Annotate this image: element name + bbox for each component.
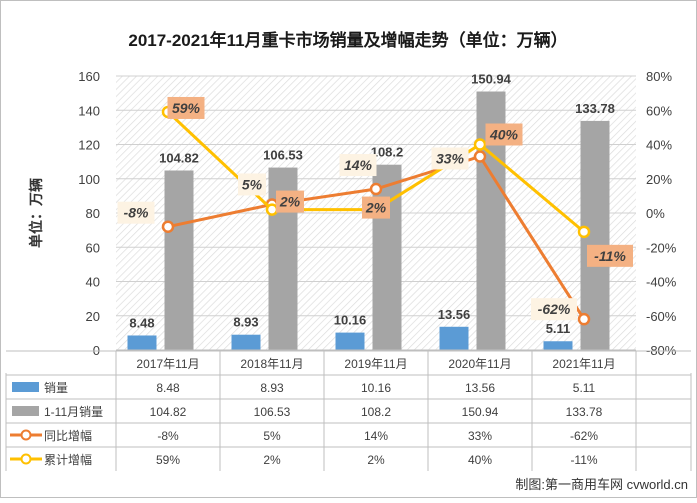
- table-cell: 13.56: [465, 381, 495, 395]
- legend-marker: [20, 429, 32, 441]
- line-label: -11%: [594, 248, 626, 264]
- y2-tick-label: -40%: [646, 275, 677, 290]
- line-marker: [577, 225, 591, 239]
- bar-monthly: [543, 341, 573, 350]
- y-tick-label: 40: [86, 275, 100, 290]
- chart-title: 2017-2021年11月重卡市场销量及增幅走势（单位：万辆）: [128, 30, 567, 50]
- legend-label: 同比增幅: [44, 428, 92, 443]
- y2-tick-label: -60%: [646, 309, 677, 324]
- bar-monthly: [439, 326, 469, 350]
- data-callout: [238, 173, 266, 196]
- line-label: 14%: [344, 157, 373, 173]
- line-marker: [473, 150, 487, 163]
- table-cell: 104.82: [150, 405, 187, 419]
- y-tick-label: 100: [78, 172, 100, 187]
- x-tick-label: 2019年11月: [344, 357, 407, 371]
- data-callout: [431, 147, 469, 170]
- table-cell: 108.2: [361, 405, 391, 419]
- bar-label: 150.94: [471, 72, 512, 87]
- legend-swatch: [12, 406, 39, 416]
- table-cell: 14%: [364, 429, 388, 443]
- bar-monthly: [231, 334, 261, 350]
- table-cell: 133.78: [566, 405, 603, 419]
- y-tick-label: 140: [78, 103, 100, 118]
- data-callout: [276, 190, 304, 213]
- table-cell: 40%: [468, 453, 492, 467]
- y2-tick-label: 20%: [646, 172, 672, 187]
- table-cell: 2%: [367, 453, 385, 467]
- table-cell: 106.53: [254, 405, 291, 419]
- data-callout: [485, 123, 523, 146]
- y-axis-title: 单位：万辆: [28, 178, 44, 248]
- line-label: 59%: [172, 100, 201, 116]
- line-label: 40%: [489, 127, 519, 143]
- y-tick-label: 80: [86, 206, 100, 221]
- data-callout: [587, 244, 633, 267]
- table-cell: 150.94: [462, 405, 499, 419]
- y-tick-label: 60: [86, 240, 100, 255]
- y2-tick-label: 0%: [646, 206, 665, 221]
- bar-monthly: [335, 332, 365, 350]
- bar-label: 106.53: [263, 148, 303, 163]
- table-cell: 8.48: [156, 381, 180, 395]
- table-cell: -8%: [157, 429, 179, 443]
- x-tick-label: 2020年11月: [448, 357, 511, 371]
- bar-ytd: [164, 170, 194, 350]
- line-marker: [369, 182, 383, 196]
- bar-label: 5.11: [546, 321, 571, 336]
- table-cell: 10.16: [361, 381, 391, 395]
- data-callout: [531, 298, 577, 321]
- table-cell: -62%: [570, 429, 598, 443]
- line-label: 33%: [436, 150, 465, 166]
- table-cell: 8.93: [260, 381, 284, 395]
- y-tick-label: 160: [78, 69, 100, 84]
- bar-label: 133.78: [575, 101, 615, 116]
- table-cell: 59%: [156, 453, 180, 467]
- data-callout: [167, 96, 205, 119]
- line-marker: [265, 203, 279, 216]
- line-label: -62%: [538, 301, 571, 317]
- legend-marker: [20, 453, 32, 465]
- x-tick-label: 2021年11月: [552, 357, 615, 371]
- legend-swatch: [12, 382, 39, 392]
- table-cell: 5.11: [573, 381, 596, 395]
- bar-monthly: [127, 335, 157, 350]
- line-marker: [577, 312, 591, 326]
- y-tick-label: 20: [86, 309, 100, 324]
- line-label: 2%: [365, 200, 387, 216]
- legend-label: 销量: [44, 381, 68, 395]
- line-marker: [473, 138, 487, 151]
- table-cell: 5%: [263, 429, 281, 443]
- footer-credit: 制图:第一商用车网 cvworld.cn: [515, 477, 688, 492]
- data-callout: [117, 201, 155, 224]
- bar-label: 8.93: [233, 315, 258, 330]
- legend-label: 1-11月销量: [44, 405, 103, 419]
- data-callout: [362, 196, 390, 219]
- y-tick-label: 120: [78, 138, 100, 153]
- bar-label: 10.16: [334, 313, 367, 328]
- bar-label: 104.82: [159, 150, 199, 165]
- table-cell: -11%: [570, 453, 597, 467]
- x-tick-label: 2017年11月: [136, 357, 199, 371]
- bar-label: 108.2: [371, 145, 404, 160]
- y2-tick-label: -20%: [646, 240, 677, 255]
- y2-tick-label: 60%: [646, 103, 672, 118]
- y2-tick-label: 40%: [646, 138, 672, 153]
- legend-label: 累计增幅: [44, 452, 92, 467]
- bar-label: 8.48: [129, 315, 154, 330]
- bar-label: 13.56: [438, 307, 471, 322]
- line-label: 5%: [242, 176, 263, 192]
- line-label: -8%: [124, 205, 149, 221]
- table-cell: 2%: [263, 453, 281, 467]
- x-tick-label: 2018年11月: [240, 357, 303, 371]
- data-callout: [339, 154, 377, 177]
- line-label: 2%: [279, 194, 301, 210]
- table-cell: 33%: [468, 429, 492, 443]
- y2-tick-label: 80%: [646, 69, 672, 84]
- line-marker: [161, 220, 175, 233]
